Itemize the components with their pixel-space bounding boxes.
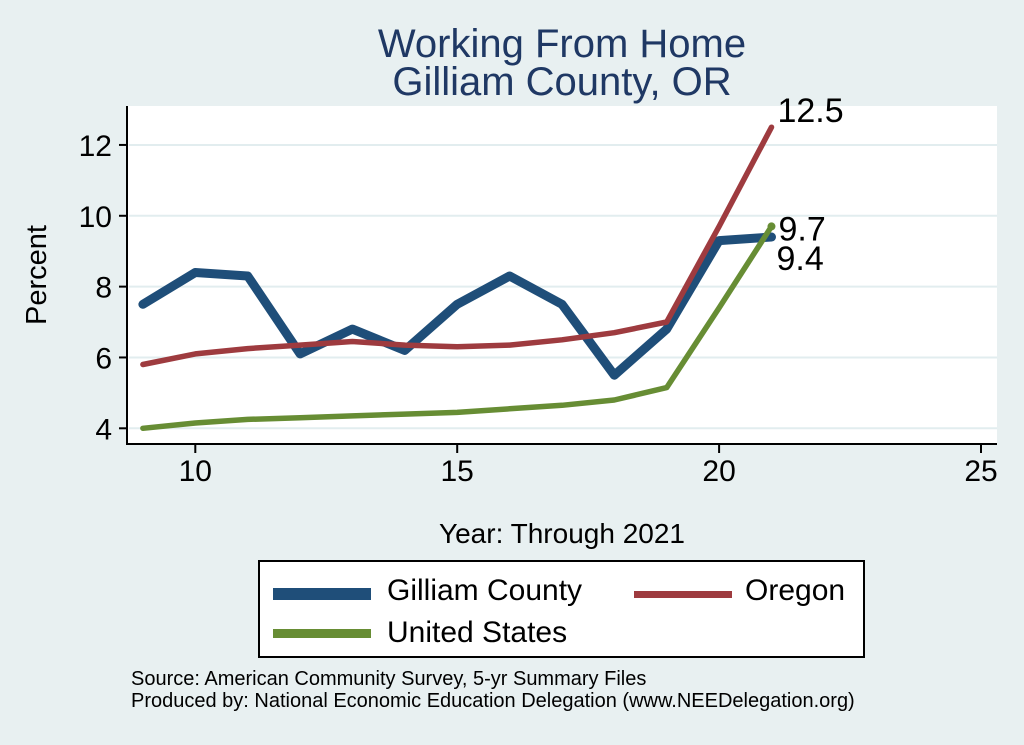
x-tick-label-15: 15: [441, 455, 474, 488]
end-label-gilliam-county: 9.4: [776, 240, 823, 278]
y-tick-label-10: 10: [79, 201, 112, 234]
plot-area: [127, 106, 997, 444]
x-tick-label-25: 25: [964, 455, 997, 488]
chart-title-line2: Gilliam County, OR: [392, 60, 732, 104]
produced-by-line: Produced by: National Economic Education…: [131, 689, 855, 712]
y-tick-label-12: 12: [79, 130, 112, 163]
series-end-marker-united-states: [767, 222, 776, 231]
series-line-gilliam-county: [138, 232, 776, 380]
legend-label-oregon: Oregon: [745, 574, 846, 607]
source-note: Source: American Community Survey, 5-yr …: [131, 668, 855, 712]
end-label-united-states: 9.7: [778, 210, 825, 248]
series-line-united-states: [140, 223, 775, 432]
legend: Gilliam County Oregon United States: [258, 560, 865, 658]
end-label-oregon: 12.5: [777, 92, 843, 130]
y-tick-label-8: 8: [95, 272, 112, 305]
x-axis-title: Year: Through 2021: [439, 518, 685, 549]
chart-title: Working From Home Gilliam County, OR: [127, 22, 997, 104]
x-tick-label-10: 10: [179, 455, 212, 488]
legend-label-gilliam-county: Gilliam County: [387, 574, 583, 607]
plot-region: 4 6 8 10 12 10 15 20 25 12.5 9.79.4 Percent Year: Th…: [21, 92, 998, 549]
y-tick-label-4: 4: [95, 413, 112, 446]
x-tick-label-20: 20: [702, 455, 735, 488]
legend-swatch-gilliam-county: [273, 588, 371, 600]
y-tick-label-6: 6: [95, 342, 112, 375]
legend-swatch-united-states: [273, 629, 371, 638]
source-line: Source: American Community Survey, 5-yr …: [131, 668, 647, 690]
legend-label-united-states: United States: [387, 616, 568, 649]
y-axis-title: Percent: [21, 225, 53, 325]
chart-title-line1: Working From Home: [377, 22, 747, 66]
series-line-oregon: [140, 124, 775, 368]
legend-swatch-oregon: [634, 591, 732, 598]
